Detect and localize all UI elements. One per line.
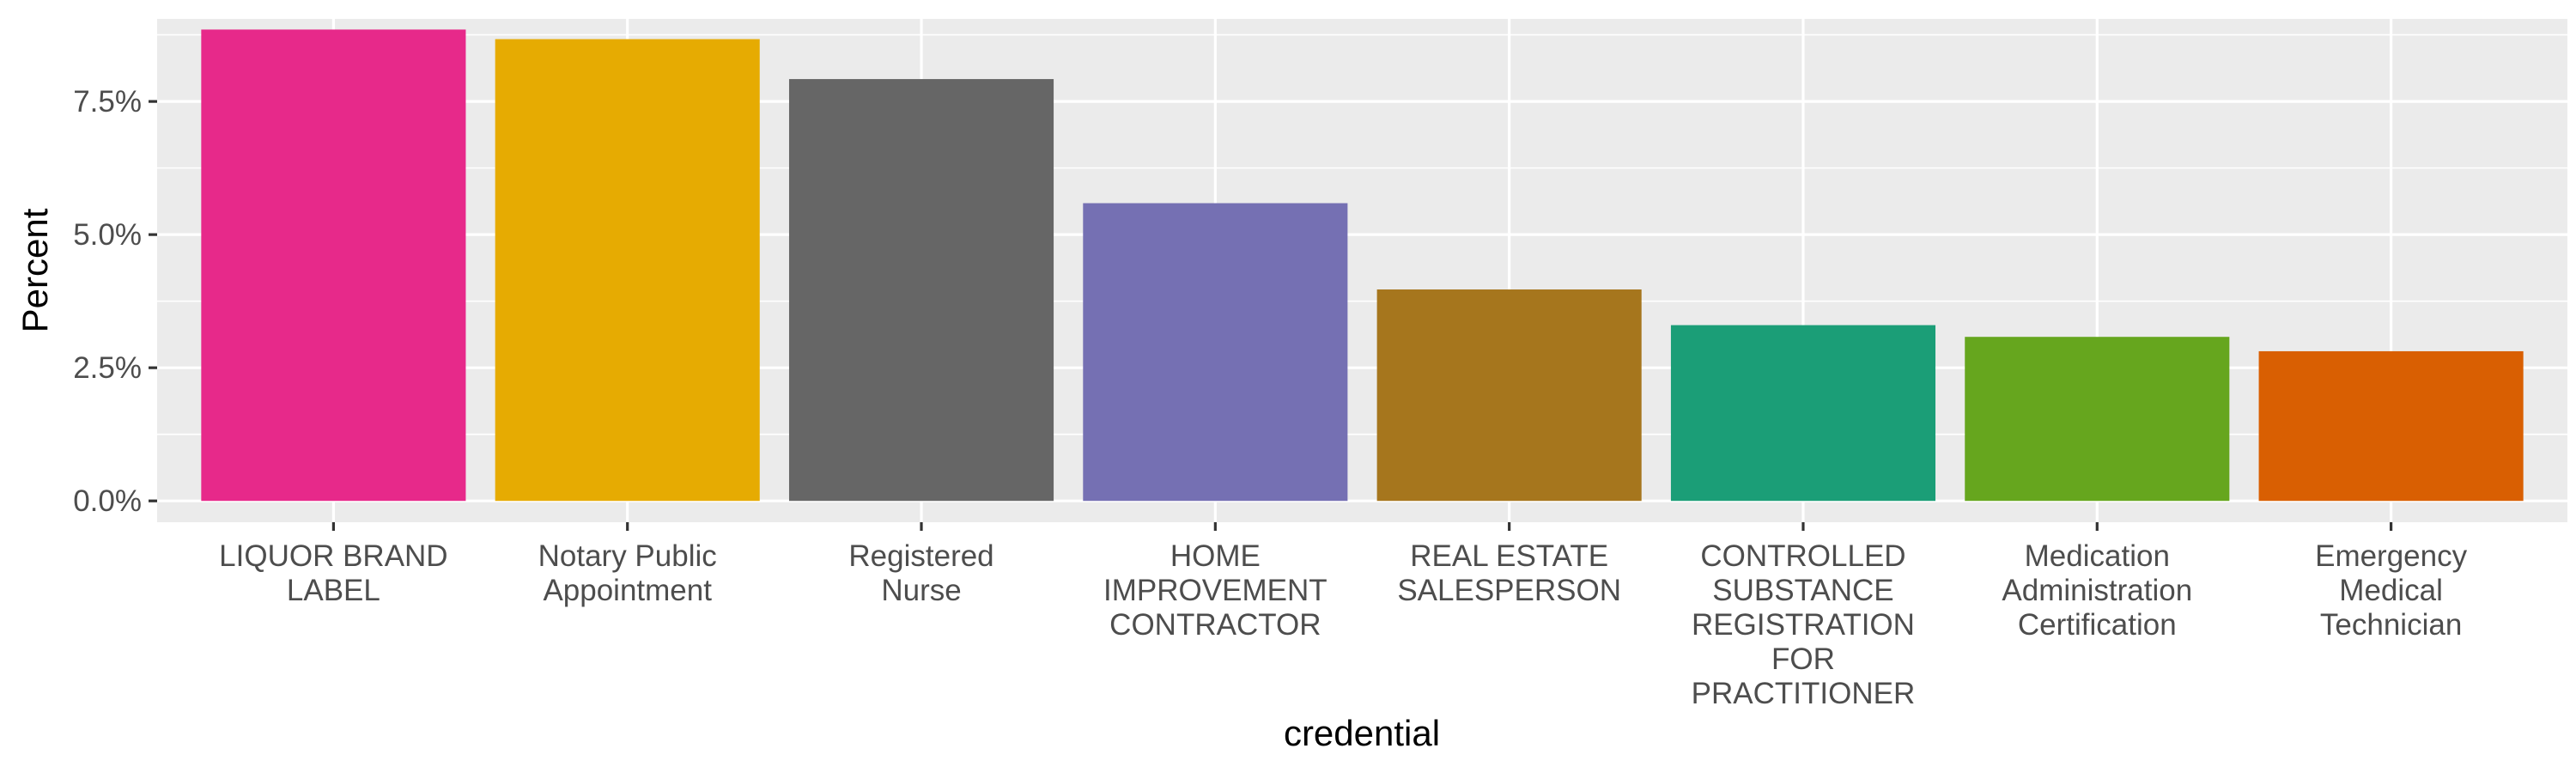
x-tick-label: Emergency Medical Technician [2315, 539, 2468, 642]
bar-2 [495, 39, 760, 502]
bar-6 [1670, 325, 1936, 502]
x-tick-label: LIQUOR BRAND LABEL [219, 539, 447, 607]
x-tick-label: Registered Nurse [848, 539, 993, 607]
x-tick-label: Notary Public Appointment [538, 539, 717, 607]
x-tick-label: REAL ESTATE SALESPERSON [1397, 539, 1621, 607]
bar-1 [201, 29, 466, 502]
bar-8 [2258, 350, 2524, 502]
bar-5 [1376, 289, 1642, 502]
y-tick-label: 7.5% [73, 85, 142, 119]
x-tick-label: HOME IMPROVEMENT CONTRACTOR [1103, 539, 1327, 642]
x-axis: LIQUOR BRAND LABEL Notary Public Appointmen… [219, 522, 2468, 710]
y-tick-label: 2.5% [73, 351, 142, 385]
x-axis-title: credential [1284, 713, 1440, 753]
x-tick-label: Medication Administration Certification [2002, 539, 2192, 642]
y-axis: 0.0% 2.5% 5.0% 7.5% [73, 85, 157, 518]
bar-7 [1965, 337, 2230, 502]
y-axis-title: Percent [15, 208, 55, 332]
y-tick-label: 5.0% [73, 218, 142, 252]
bars [201, 29, 2524, 502]
y-tick-label: 0.0% [73, 484, 142, 518]
bar-3 [788, 79, 1054, 502]
x-tick-label: CONTROLLED SUBSTANCE REGISTRATION FOR PRACTI… [1692, 539, 1916, 710]
bar-4 [1083, 203, 1348, 502]
